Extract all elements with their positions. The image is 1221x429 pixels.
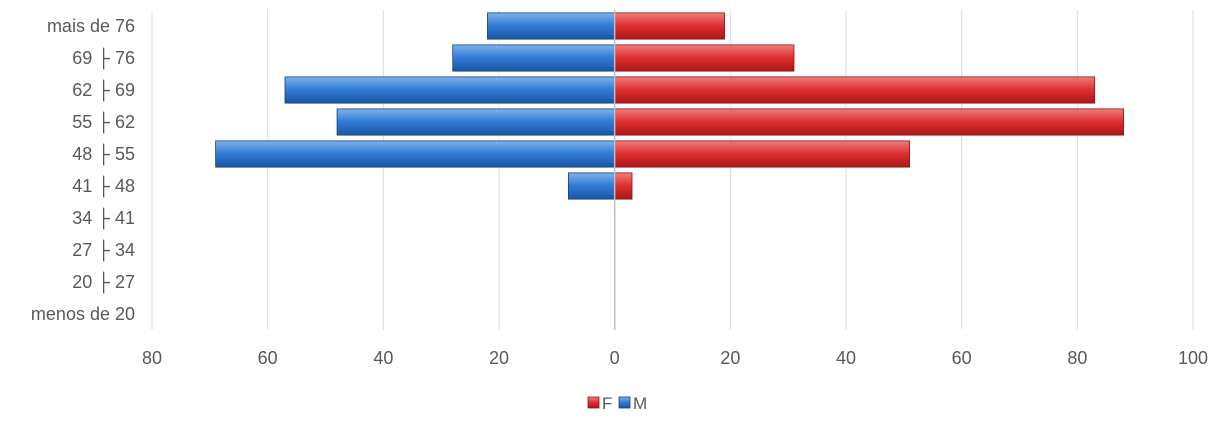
bar-m bbox=[452, 44, 616, 72]
y-category-label: 20 ├ 27 bbox=[72, 271, 135, 294]
legend-label-f: F bbox=[602, 394, 612, 413]
legend-swatch-f bbox=[587, 396, 600, 409]
bars bbox=[215, 12, 1125, 200]
y-category-label: 41 ├ 48 bbox=[72, 175, 135, 198]
y-category-label: 34 ├ 41 bbox=[72, 207, 135, 230]
axes: 80 60 40 20 0 20 40 60 80 100 menos de 20 20 ├ 27 27… bbox=[31, 10, 1208, 368]
bar-f bbox=[614, 140, 911, 168]
x-tick-label: 60 bbox=[952, 348, 972, 368]
x-tick-label: 80 bbox=[1067, 348, 1087, 368]
bar-m bbox=[284, 76, 616, 104]
bar-f bbox=[614, 76, 1096, 104]
bar-f bbox=[614, 12, 725, 40]
legend-label-m: M bbox=[633, 394, 647, 413]
bar-m bbox=[215, 140, 616, 168]
x-tick-label: 40 bbox=[373, 348, 393, 368]
y-category-label: 27 ├ 34 bbox=[72, 239, 135, 262]
y-category-label: 55 ├ 62 bbox=[72, 111, 135, 134]
x-tick-label: 20 bbox=[489, 348, 509, 368]
x-tick-label: 0 bbox=[610, 348, 620, 368]
y-category-label: 62 ├ 69 bbox=[72, 79, 135, 102]
bar-m bbox=[568, 172, 616, 200]
x-tick-label: 100 bbox=[1178, 348, 1208, 368]
y-category-label: 69 ├ 76 bbox=[72, 47, 135, 70]
legend-swatch-m bbox=[618, 396, 631, 409]
x-tick-label: 60 bbox=[258, 348, 278, 368]
x-tick-label: 80 bbox=[142, 348, 162, 368]
x-tick-label: 20 bbox=[720, 348, 740, 368]
bar-m bbox=[487, 12, 616, 40]
bar-f bbox=[614, 108, 1125, 136]
bar-f bbox=[614, 44, 795, 72]
bar-m bbox=[336, 108, 616, 136]
y-category-label: mais de 76 bbox=[47, 16, 135, 36]
y-category-label: 48 ├ 55 bbox=[72, 143, 135, 166]
x-tick-label: 40 bbox=[836, 348, 856, 368]
bar-f bbox=[614, 172, 633, 200]
y-category-label: menos de 20 bbox=[31, 304, 135, 324]
